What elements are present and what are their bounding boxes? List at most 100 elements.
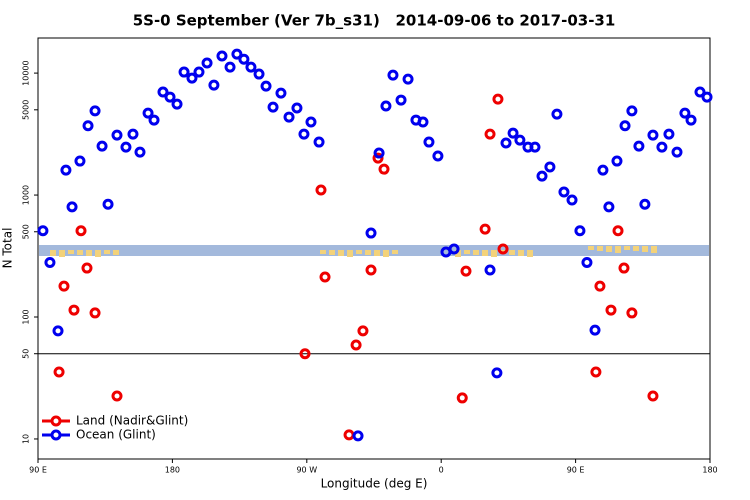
point: [186, 72, 198, 84]
legend-marker: [50, 429, 62, 441]
land-patch: [588, 246, 594, 250]
point: [618, 262, 630, 274]
y-tick-label: 10000: [22, 60, 31, 85]
point: [350, 339, 362, 351]
point: [52, 325, 64, 337]
point: [343, 429, 355, 441]
point: [111, 390, 123, 402]
land-patch: [606, 246, 612, 252]
y-tick-label: 100: [22, 309, 31, 324]
point: [315, 184, 327, 196]
point: [647, 129, 659, 141]
point: [305, 116, 317, 128]
x-tick-label: 0: [439, 466, 444, 475]
land-patch: [455, 250, 461, 257]
land-patch: [464, 250, 470, 254]
land-patch: [624, 246, 630, 250]
point: [581, 256, 593, 268]
point: [448, 243, 460, 255]
point: [120, 141, 132, 153]
point: [224, 61, 236, 73]
point: [491, 367, 503, 379]
land-patch: [347, 250, 353, 257]
land-patch: [642, 246, 648, 252]
x-tick-label: 90 E: [29, 466, 47, 475]
land-patch: [392, 250, 398, 254]
point: [111, 129, 123, 141]
point: [365, 227, 377, 239]
point: [484, 264, 496, 276]
point: [395, 94, 407, 106]
land-patch: [356, 250, 362, 254]
point: [679, 107, 691, 119]
point: [647, 390, 659, 402]
land-patch: [615, 246, 621, 253]
point: [402, 73, 414, 85]
point: [216, 50, 228, 62]
point: [245, 61, 257, 73]
y-tick-label: 10: [22, 434, 31, 444]
point: [619, 120, 631, 132]
x-tick-label: 90 W: [296, 466, 317, 475]
point: [313, 136, 325, 148]
point: [102, 198, 114, 210]
point: [663, 128, 675, 140]
point: [380, 100, 392, 112]
land-patch: [597, 246, 603, 251]
point: [456, 392, 468, 404]
point: [283, 111, 295, 123]
point: [44, 256, 56, 268]
point: [372, 152, 384, 164]
point: [536, 170, 548, 182]
point: [81, 262, 93, 274]
point: [319, 271, 331, 283]
point: [626, 105, 638, 117]
land-patch: [50, 250, 56, 256]
point: [626, 307, 638, 319]
point: [365, 264, 377, 276]
land-patch: [633, 246, 639, 251]
point: [500, 137, 512, 149]
point: [89, 307, 101, 319]
point: [82, 120, 94, 132]
point: [253, 68, 265, 80]
point: [551, 108, 563, 120]
point: [603, 201, 615, 213]
legend-label: Land (Nadir&Glint): [76, 414, 188, 428]
point: [74, 155, 86, 167]
point: [633, 140, 645, 152]
point: [291, 102, 303, 114]
point: [529, 141, 541, 153]
land-patch: [509, 250, 515, 255]
point: [157, 86, 169, 98]
point: [492, 93, 504, 105]
point: [352, 430, 364, 442]
point: [127, 128, 139, 140]
land-patch: [320, 250, 326, 254]
point: [479, 223, 491, 235]
point: [574, 225, 586, 237]
land-patch: [473, 250, 479, 255]
point: [558, 186, 570, 198]
land-patch: [365, 250, 371, 255]
x-tick-label: 90 E: [567, 466, 585, 475]
land-patch: [86, 250, 92, 256]
point: [639, 198, 651, 210]
point: [685, 114, 697, 126]
x-axis-label: Longitude (deg E): [321, 477, 428, 491]
point: [134, 146, 146, 158]
point: [701, 91, 713, 103]
point: [432, 150, 444, 162]
y-axis-label: N Total: [1, 228, 15, 269]
point: [514, 134, 526, 146]
y-tick-label: 1000: [22, 185, 31, 205]
point: [357, 325, 369, 337]
point: [373, 147, 385, 159]
land-patch: [59, 250, 65, 257]
point: [148, 114, 160, 126]
point: [178, 66, 190, 78]
point: [566, 194, 578, 206]
y-tick-label: 5000: [22, 100, 31, 120]
point: [201, 57, 213, 69]
land-patch: [68, 250, 74, 254]
